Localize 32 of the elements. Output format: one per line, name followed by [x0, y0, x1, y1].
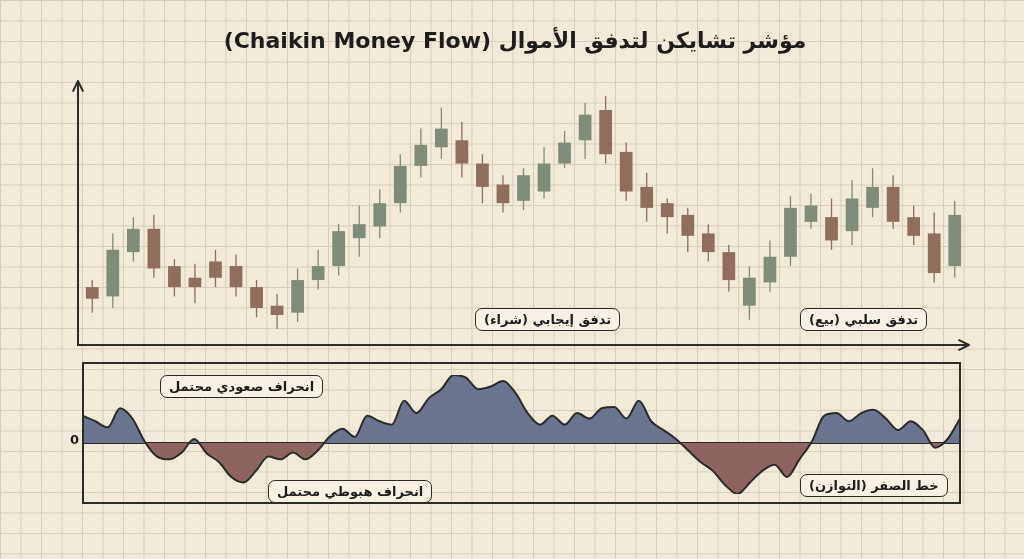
- chart-title: مؤشر تشايكن لتدفق الأموال (Chaikin Money Flow): [222, 28, 808, 53]
- candlestick: [907, 204, 921, 246]
- candlestick: [168, 258, 181, 298]
- annotation: تدفق إيجابي (شراء): [475, 308, 621, 331]
- candlestick: [435, 107, 448, 160]
- candlestick: [701, 223, 715, 263]
- candlestick: [681, 207, 695, 253]
- candlestick: [476, 153, 489, 204]
- candlestick: [85, 279, 99, 314]
- candlestick: [126, 216, 140, 263]
- candlestick: [414, 127, 428, 179]
- candlestick: [455, 120, 469, 179]
- annotation: انحراف هبوطي محتمل: [268, 480, 433, 503]
- annotation: تدفق سلبي (بيع): [800, 308, 928, 331]
- candlestick: [352, 204, 366, 258]
- candlestick: [311, 249, 325, 291]
- candlestick: [804, 193, 818, 230]
- candlestick: [250, 279, 263, 318]
- candlestick: [640, 172, 654, 223]
- candlestick: [209, 249, 222, 288]
- annotation: انحراف صعودي محتمل: [160, 375, 324, 398]
- candlestick: [660, 197, 674, 235]
- candlestick: [270, 293, 284, 330]
- candlestick: [866, 167, 879, 218]
- text: 0: [70, 432, 80, 447]
- candlestick: [496, 174, 510, 214]
- candlestick: [229, 253, 243, 298]
- candlestick: [558, 130, 571, 169]
- candlestick: [825, 197, 838, 251]
- candlestick: [373, 188, 387, 239]
- annotation: خط الصفر (التوازن): [800, 474, 948, 497]
- candlestick: [188, 263, 202, 305]
